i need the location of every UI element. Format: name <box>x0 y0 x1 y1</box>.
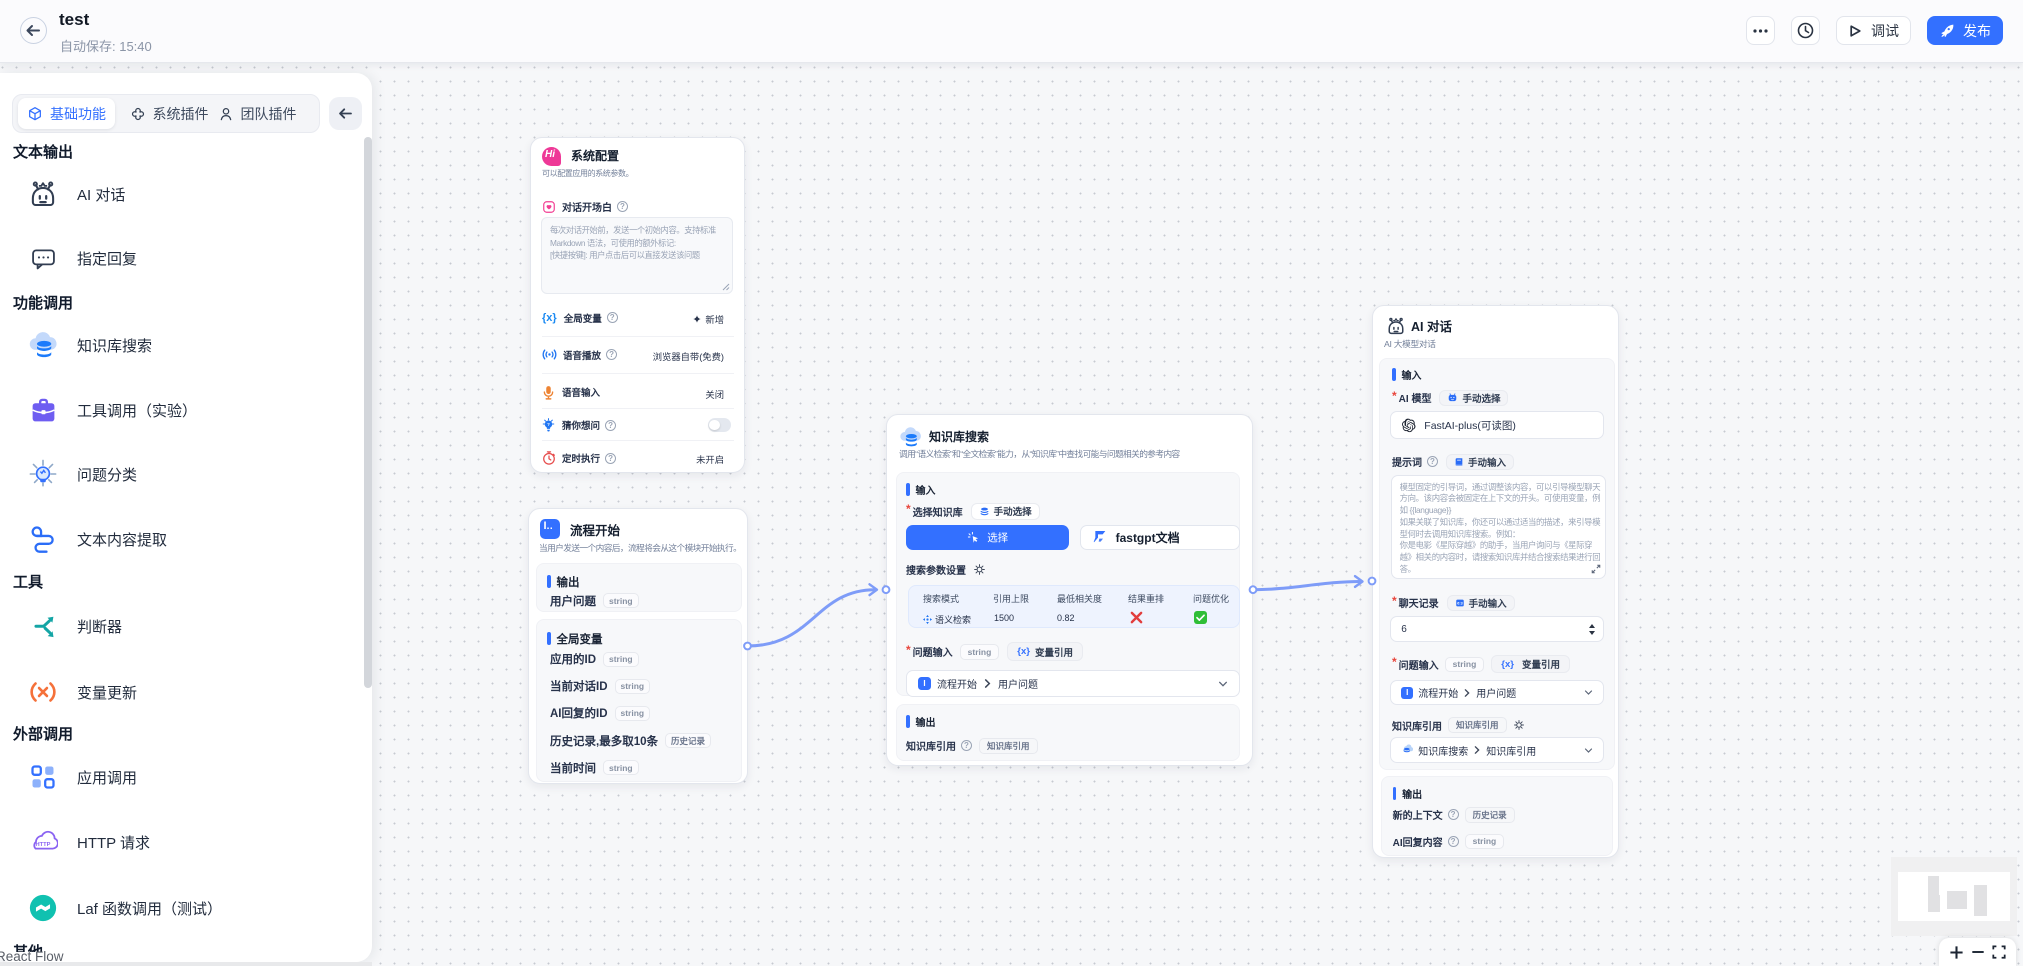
svg-text:HTTP: HTTP <box>36 842 51 848</box>
svg-text:?: ? <box>547 422 550 427</box>
svg-text:6:3: 6:3 <box>1457 601 1462 605</box>
